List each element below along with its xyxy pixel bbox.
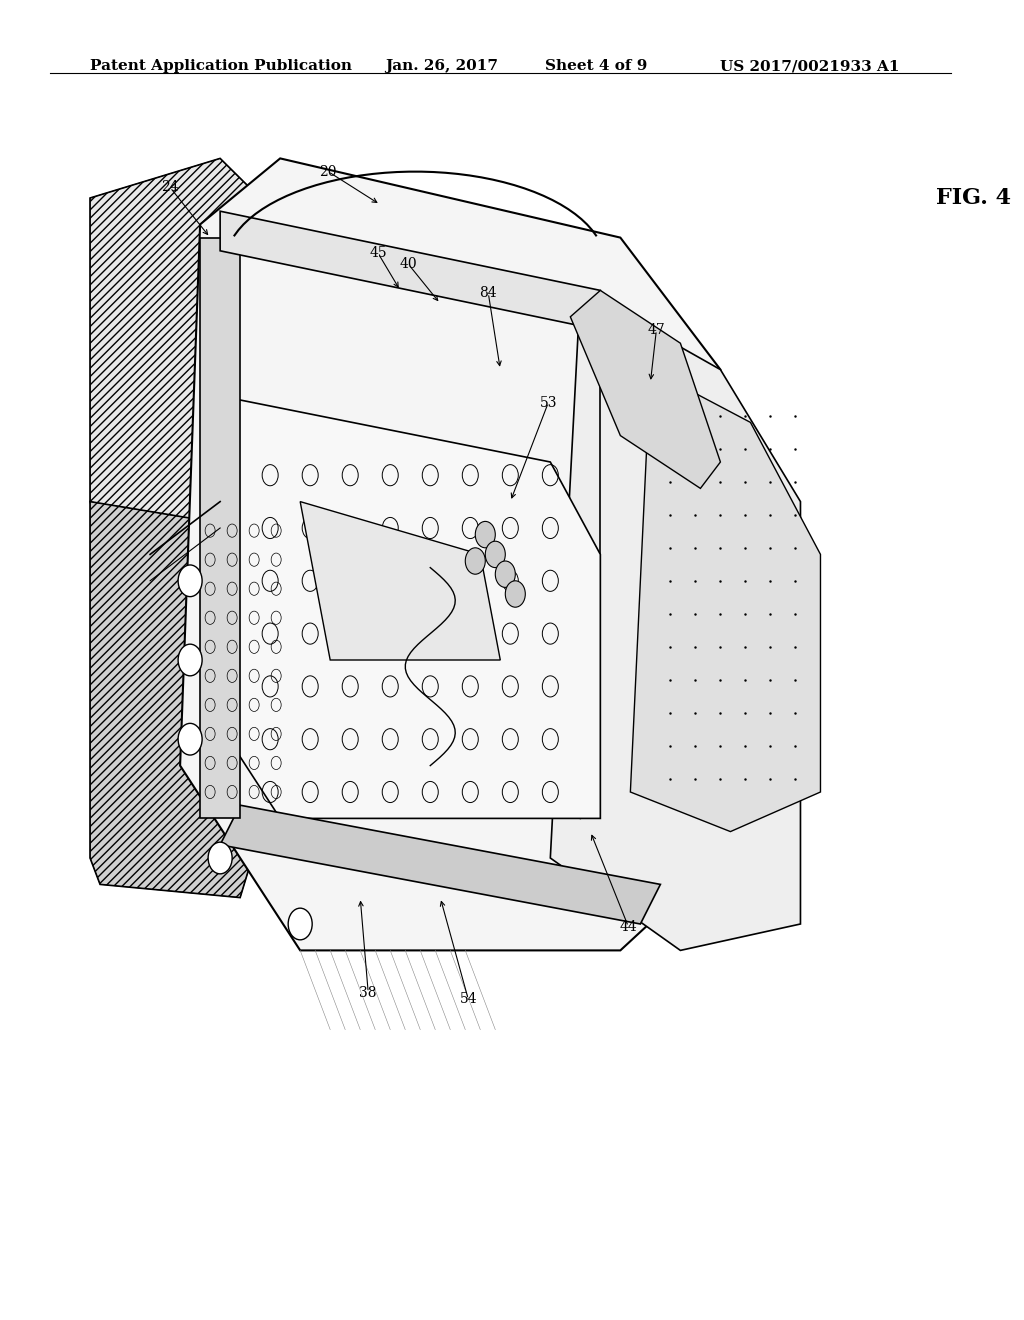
Polygon shape [631, 370, 820, 832]
Text: 53: 53 [540, 396, 557, 409]
Polygon shape [570, 290, 721, 488]
Text: 47: 47 [647, 323, 666, 337]
Text: US 2017/0021933 A1: US 2017/0021933 A1 [721, 59, 900, 74]
Text: Jan. 26, 2017: Jan. 26, 2017 [385, 59, 499, 74]
Text: 44: 44 [620, 920, 637, 933]
Polygon shape [220, 396, 600, 818]
Circle shape [475, 521, 496, 548]
Polygon shape [550, 290, 801, 950]
Polygon shape [200, 238, 241, 818]
Circle shape [496, 561, 515, 587]
Polygon shape [90, 158, 300, 568]
Text: 38: 38 [359, 986, 377, 999]
Circle shape [505, 581, 525, 607]
Polygon shape [220, 211, 600, 330]
Polygon shape [300, 502, 501, 660]
Circle shape [208, 842, 232, 874]
Text: Patent Application Publication: Patent Application Publication [90, 59, 352, 74]
Circle shape [178, 565, 202, 597]
Circle shape [178, 644, 202, 676]
Text: 40: 40 [399, 257, 417, 271]
Text: 45: 45 [370, 247, 387, 260]
Text: 54: 54 [460, 993, 477, 1006]
Circle shape [288, 908, 312, 940]
Polygon shape [180, 158, 721, 950]
Text: 84: 84 [479, 286, 497, 300]
Circle shape [465, 548, 485, 574]
Text: 20: 20 [319, 165, 337, 178]
Circle shape [485, 541, 505, 568]
Text: 24: 24 [162, 181, 179, 194]
Polygon shape [90, 502, 281, 898]
Text: FIG. 4: FIG. 4 [936, 187, 1011, 210]
Circle shape [178, 723, 202, 755]
Text: Sheet 4 of 9: Sheet 4 of 9 [546, 59, 648, 74]
Polygon shape [220, 805, 660, 924]
